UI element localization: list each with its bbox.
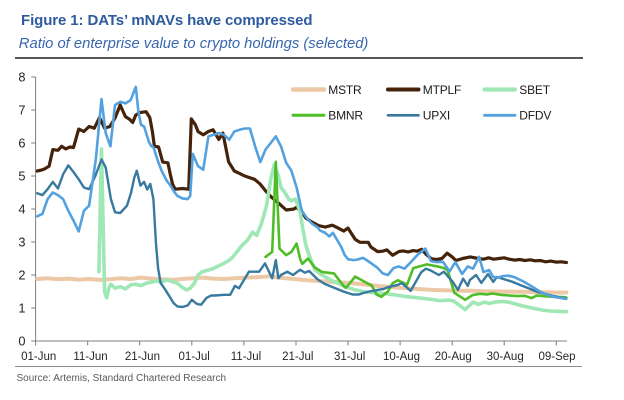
svg-text:MSTR: MSTR <box>328 83 362 97</box>
svg-text:09-Sep: 09-Sep <box>538 351 575 363</box>
svg-text:UPXI: UPXI <box>423 109 450 123</box>
svg-text:BMNR: BMNR <box>328 109 363 123</box>
svg-text:01-Jul: 01-Jul <box>179 351 210 363</box>
svg-text:30-Aug: 30-Aug <box>487 351 524 363</box>
svg-text:21-Jul: 21-Jul <box>282 351 313 363</box>
svg-text:11-Jun: 11-Jun <box>73 351 107 363</box>
svg-text:SBET: SBET <box>519 83 550 97</box>
svg-text:4: 4 <box>18 202 25 217</box>
svg-text:20-Aug: 20-Aug <box>435 351 472 363</box>
svg-text:10-Aug: 10-Aug <box>383 351 420 363</box>
svg-text:6: 6 <box>18 136 25 151</box>
svg-text:31-Jul: 31-Jul <box>334 351 365 363</box>
svg-text:2: 2 <box>18 268 25 283</box>
svg-text:01-Jun: 01-Jun <box>21 351 56 363</box>
svg-text:21-Jun: 21-Jun <box>125 351 160 363</box>
svg-text:MTPLF: MTPLF <box>423 83 461 97</box>
svg-text:8: 8 <box>18 70 25 85</box>
svg-text:DFDV: DFDV <box>519 109 551 123</box>
svg-text:7: 7 <box>18 103 25 118</box>
svg-text:5: 5 <box>18 169 25 184</box>
svg-text:11-Jul: 11-Jul <box>231 351 261 363</box>
svg-text:1: 1 <box>18 301 25 316</box>
svg-text:3: 3 <box>18 235 25 250</box>
svg-text:0: 0 <box>18 334 25 349</box>
